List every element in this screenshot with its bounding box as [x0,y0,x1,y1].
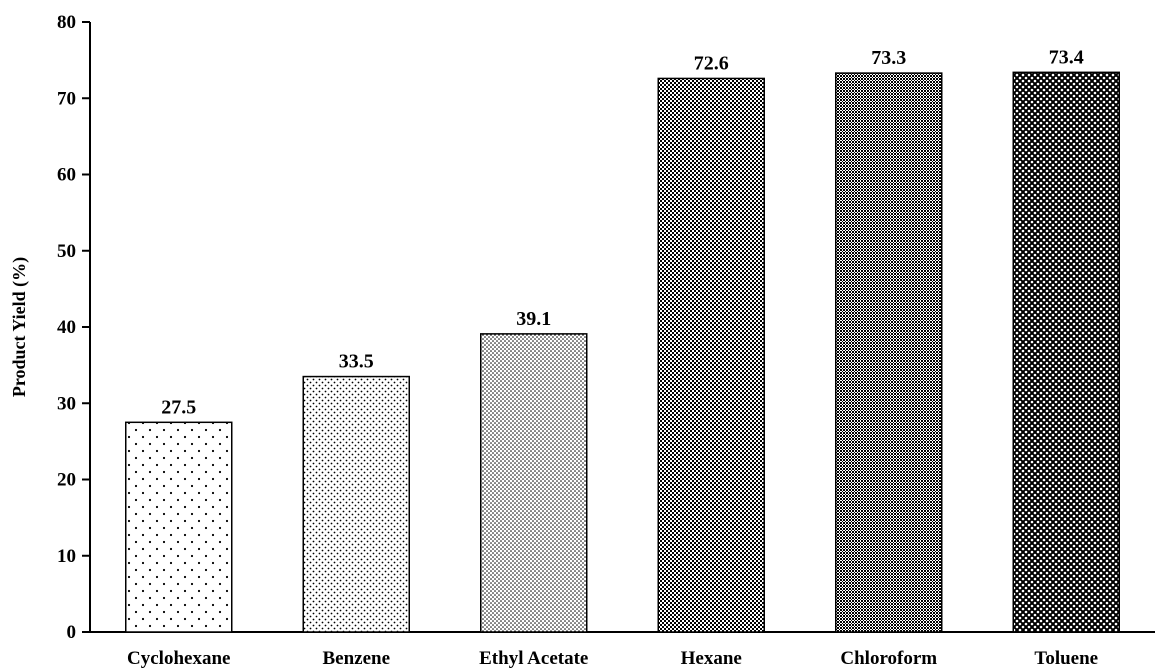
data-labels: 27.5 33.5 39.1 72.6 73.3 73.4 [161,46,1084,418]
y-tick-label: 70 [57,88,76,109]
bar-toluene [1012,71,1120,633]
bars [125,71,1120,633]
y-tick-label: 50 [57,241,76,262]
data-label: 72.6 [694,52,729,74]
y-tick-label: 0 [67,622,77,643]
x-category-label: Benzene [322,648,390,669]
y-ticks: 0 10 20 30 40 50 60 70 80 [57,12,90,643]
bar-ethyl-acetate [480,333,588,633]
y-tick-label: 20 [57,470,76,491]
y-tick-label: 60 [57,165,76,186]
y-tick-label: 80 [57,12,76,33]
y-axis-title: Product Yield (%) [9,257,30,397]
data-label: 27.5 [161,396,196,418]
y-tick-label: 30 [57,393,76,414]
x-category-label: Ethyl Acetate [479,648,588,669]
y-tick-label: 40 [57,317,76,338]
bar-benzene [302,375,410,633]
x-category-label: Hexane [681,648,742,669]
data-label: 33.5 [339,351,374,373]
data-label: 39.1 [516,308,551,330]
x-category-label: Toluene [1034,648,1098,669]
bar-cyclohexane [125,421,233,633]
y-tick-label: 10 [57,546,76,567]
bar-chloroform [835,72,943,633]
data-label: 73.4 [1049,46,1084,68]
x-category-label: Chloroform [840,648,937,669]
x-category-label: Cyclohexane [127,648,230,669]
data-label: 73.3 [871,47,906,69]
category-labels: Cyclohexane Benzene Ethyl Acetate Hexane Chl… [127,648,1098,669]
bar-hexane [657,77,765,633]
